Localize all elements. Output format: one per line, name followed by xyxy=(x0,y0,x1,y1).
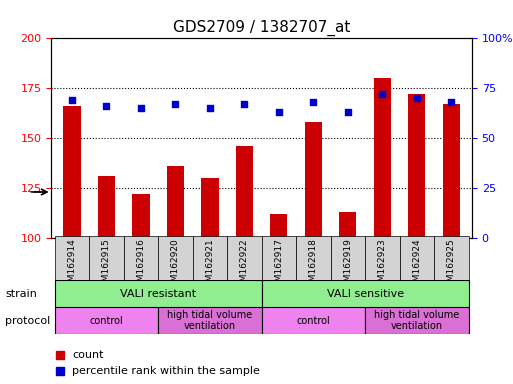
FancyBboxPatch shape xyxy=(158,307,262,334)
Text: VALI sensitive: VALI sensitive xyxy=(326,289,404,299)
Text: percentile rank within the sample: percentile rank within the sample xyxy=(72,366,260,376)
Point xyxy=(447,99,456,105)
Text: strain: strain xyxy=(5,289,37,299)
FancyBboxPatch shape xyxy=(296,236,330,280)
FancyBboxPatch shape xyxy=(124,236,158,280)
Point xyxy=(275,109,283,115)
Bar xyxy=(373,78,391,238)
Text: GSM162917: GSM162917 xyxy=(274,238,283,293)
Point xyxy=(171,101,180,108)
FancyBboxPatch shape xyxy=(262,307,365,334)
FancyBboxPatch shape xyxy=(158,236,193,280)
Bar xyxy=(201,178,219,238)
Text: GSM162917: GSM162917 xyxy=(274,240,284,299)
Text: GSM162920: GSM162920 xyxy=(170,240,181,299)
Text: count: count xyxy=(72,350,104,360)
Text: control: control xyxy=(297,316,330,326)
FancyBboxPatch shape xyxy=(262,280,468,307)
Text: GSM162925: GSM162925 xyxy=(446,240,456,299)
FancyBboxPatch shape xyxy=(193,236,227,280)
Text: GSM162921: GSM162921 xyxy=(205,240,215,299)
Point xyxy=(309,99,318,105)
FancyBboxPatch shape xyxy=(55,307,158,334)
Text: GSM162919: GSM162919 xyxy=(343,238,352,293)
FancyBboxPatch shape xyxy=(55,236,89,280)
Text: high tidal volume
ventilation: high tidal volume ventilation xyxy=(167,310,252,331)
Text: VALI resistant: VALI resistant xyxy=(120,289,196,299)
Text: GSM162922: GSM162922 xyxy=(240,238,249,293)
Point xyxy=(68,97,76,103)
Bar xyxy=(167,166,184,238)
Text: GSM162925: GSM162925 xyxy=(447,238,456,293)
Text: GSM162924: GSM162924 xyxy=(412,240,422,299)
Text: GSM162923: GSM162923 xyxy=(378,238,387,293)
FancyBboxPatch shape xyxy=(434,236,468,280)
Point xyxy=(103,103,111,109)
Bar xyxy=(443,104,460,238)
FancyBboxPatch shape xyxy=(330,236,365,280)
FancyBboxPatch shape xyxy=(89,236,124,280)
Text: GSM162916: GSM162916 xyxy=(136,238,146,293)
Point xyxy=(240,101,248,108)
FancyBboxPatch shape xyxy=(365,307,468,334)
Point xyxy=(378,91,386,98)
Text: GSM162921: GSM162921 xyxy=(205,238,214,293)
Bar xyxy=(305,122,322,238)
Bar xyxy=(270,214,287,238)
Text: GSM162918: GSM162918 xyxy=(308,240,319,299)
Text: GSM162915: GSM162915 xyxy=(102,238,111,293)
Text: high tidal volume
ventilation: high tidal volume ventilation xyxy=(374,310,460,331)
Bar xyxy=(408,94,425,238)
Bar xyxy=(132,194,150,238)
Point xyxy=(344,109,352,115)
Text: protocol: protocol xyxy=(5,316,50,326)
FancyBboxPatch shape xyxy=(262,236,296,280)
FancyBboxPatch shape xyxy=(400,236,434,280)
Bar xyxy=(236,146,253,238)
Text: GSM162923: GSM162923 xyxy=(377,240,387,299)
FancyBboxPatch shape xyxy=(227,236,262,280)
Title: GDS2709 / 1382707_at: GDS2709 / 1382707_at xyxy=(173,20,350,36)
Bar xyxy=(339,212,357,238)
Text: GSM162922: GSM162922 xyxy=(240,240,249,299)
FancyBboxPatch shape xyxy=(55,280,262,307)
Text: GSM162919: GSM162919 xyxy=(343,240,353,299)
Point xyxy=(206,105,214,111)
Bar xyxy=(98,176,115,238)
Text: GSM162914: GSM162914 xyxy=(68,238,76,293)
FancyBboxPatch shape xyxy=(365,236,400,280)
Point xyxy=(137,105,145,111)
Text: GSM162920: GSM162920 xyxy=(171,238,180,293)
Bar xyxy=(64,106,81,238)
Text: GSM162915: GSM162915 xyxy=(102,240,111,299)
Point xyxy=(412,95,421,101)
Text: GSM162916: GSM162916 xyxy=(136,240,146,299)
Text: GSM162924: GSM162924 xyxy=(412,238,421,293)
Text: GSM162914: GSM162914 xyxy=(67,240,77,299)
Text: GSM162918: GSM162918 xyxy=(309,238,318,293)
Text: control: control xyxy=(90,316,123,326)
